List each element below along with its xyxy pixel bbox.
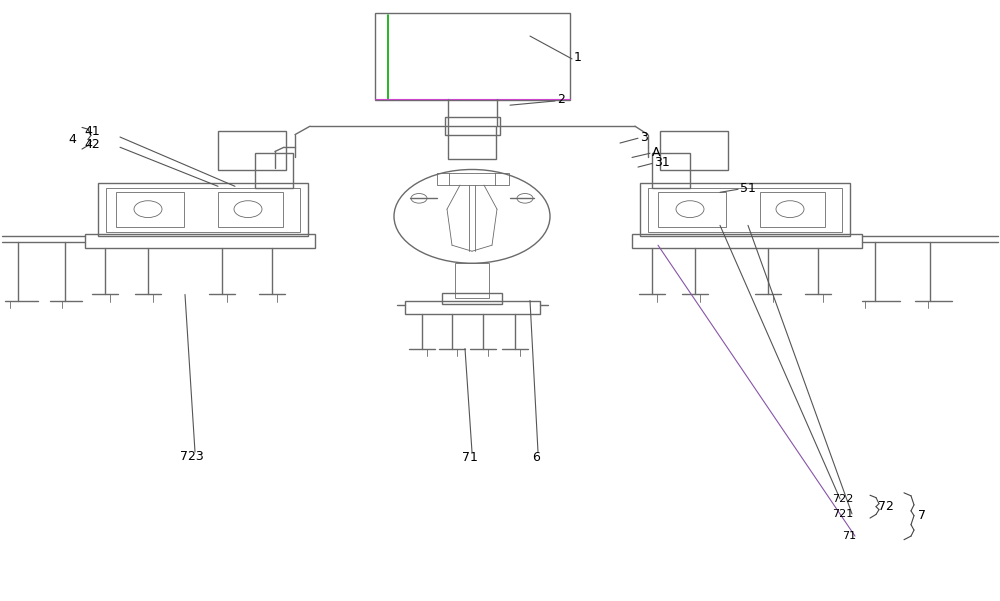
Bar [218,131,286,170]
Text: 6: 6 [532,451,540,465]
Bar [658,192,726,227]
Text: 71: 71 [462,451,478,465]
Bar [632,234,862,248]
Bar [85,234,315,248]
Bar [652,153,690,188]
Text: 722: 722 [832,494,853,504]
Text: A: A [652,145,660,159]
Text: 71: 71 [842,531,856,541]
Bar [116,192,184,227]
Text: 42: 42 [84,138,100,151]
Bar [660,131,728,170]
Text: 51: 51 [740,182,756,195]
Bar [98,183,308,236]
Text: 7: 7 [918,509,926,522]
Bar [648,188,842,232]
Text: 31: 31 [654,156,670,169]
Text: 4: 4 [68,133,76,146]
Text: 721: 721 [832,509,853,519]
Bar [445,117,500,135]
Text: 41: 41 [84,124,100,138]
Bar [640,183,850,236]
Bar [760,192,825,227]
Bar [255,153,293,188]
Text: 723: 723 [180,450,204,463]
Bar [442,293,502,304]
Bar [437,173,509,185]
Text: 3: 3 [640,130,648,144]
Bar [448,126,496,159]
Bar [218,192,283,227]
Text: 1: 1 [574,51,582,64]
Text: 72: 72 [878,499,894,513]
Bar [405,300,540,314]
Bar [106,188,300,232]
Bar [455,263,489,298]
Text: 2: 2 [557,93,565,106]
Bar [375,13,570,100]
